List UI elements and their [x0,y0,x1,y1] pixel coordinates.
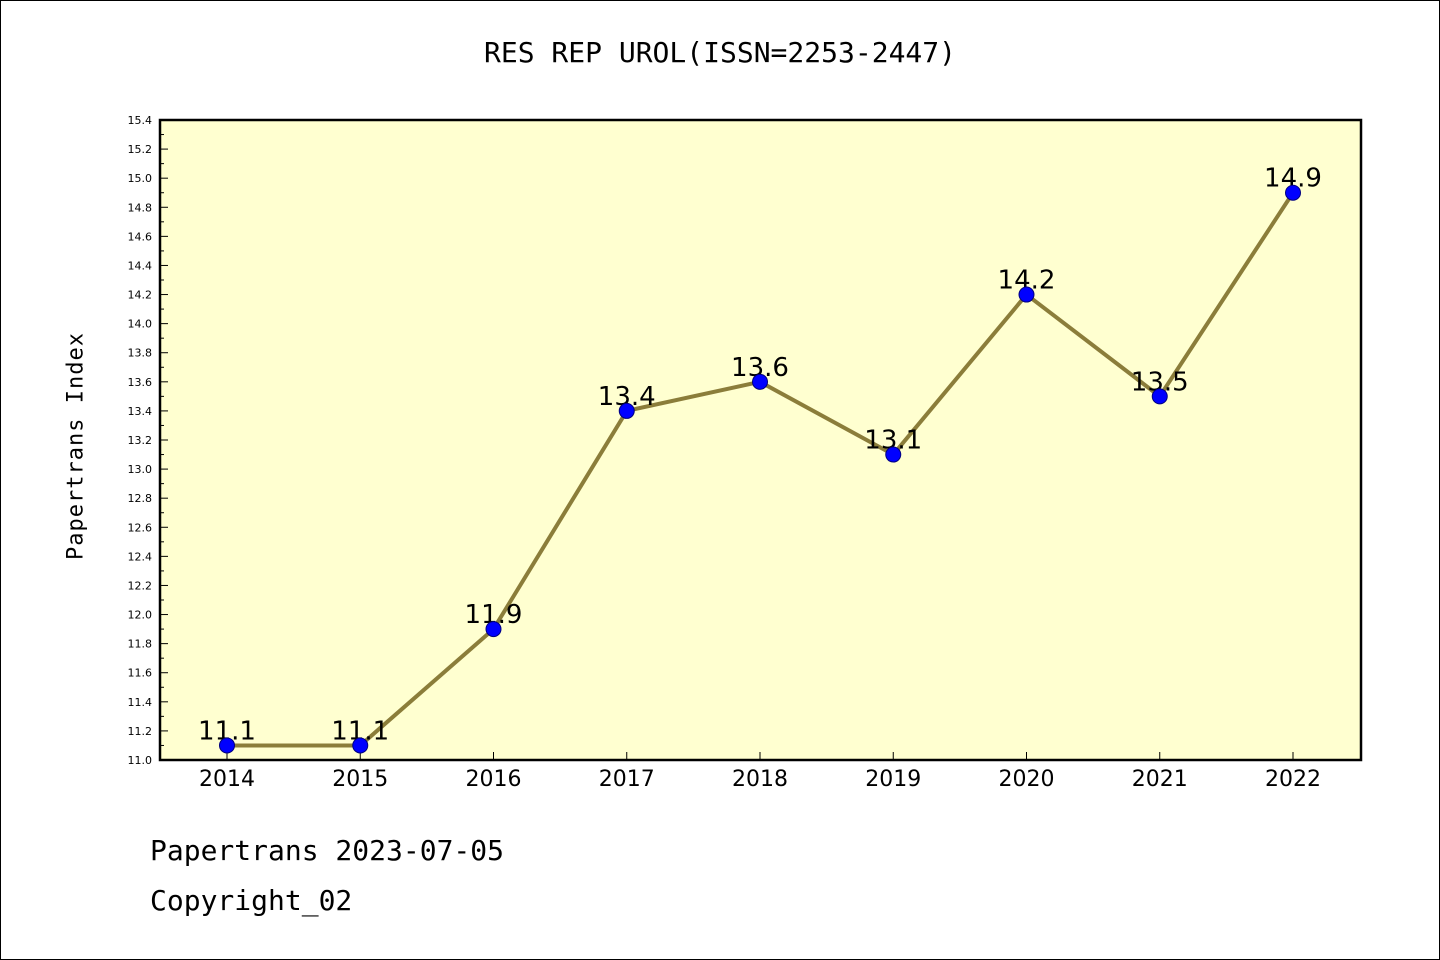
x-tick-label: 2014 [199,767,255,792]
y-tick-label: 12.6 [128,521,153,534]
chart-title: RES REP UROL(ISSN=2253-2447) [483,36,956,69]
data-point [885,446,902,463]
y-tick-label: 13.0 [128,463,153,476]
data-point [352,737,369,754]
data-point [219,737,235,754]
y-tick-label: 11.0 [128,754,153,767]
y-tick-label: 14.2 [128,289,153,302]
x-tick-label: 2015 [332,767,388,792]
y-tick-label: 14.6 [128,230,153,243]
y-tick-label: 15.2 [128,143,153,156]
x-tick-label: 2022 [1265,767,1321,792]
y-tick-label: 11.6 [128,667,153,680]
y-tick-label: 12.2 [128,579,153,592]
y-tick-label: 13.2 [128,434,153,447]
y-tick-label: 12.0 [128,609,153,622]
y-tick-label: 11.2 [128,725,153,738]
x-tick-label: 2018 [732,767,788,792]
x-tick-label: 2016 [466,767,522,792]
y-tick-label: 11.4 [128,696,153,709]
data-point [1018,286,1035,303]
footer-copyright: Copyright_02 [150,884,353,917]
plot-border [158,118,1363,762]
y-tick-label: 11.8 [128,638,153,651]
y-tick-label: 13.4 [128,405,153,418]
data-point [1285,184,1301,201]
data-point [618,402,635,419]
data-point [1151,388,1168,405]
y-tick-label: 14.0 [128,318,153,331]
x-tick-label: 2020 [999,767,1055,792]
x-tick-label: 2021 [1132,767,1188,792]
y-tick-label: 12.4 [128,550,153,563]
y-tick-label: 13.6 [128,376,153,389]
x-tick-label: 2019 [865,767,921,792]
y-tick-label: 15.4 [128,114,153,127]
y-tick-label: 14.8 [128,201,153,214]
footer-date: Papertrans 2023-07-05 [150,834,505,867]
data-point [752,373,768,390]
y-tick-label: 13.8 [128,347,153,360]
data-point [485,621,502,638]
y-tick-label: 12.8 [128,492,153,505]
y-tick-label: 15.0 [128,172,153,185]
x-tick-label: 2017 [599,767,655,792]
plot-area [160,120,1361,760]
y-tick-label: 14.4 [128,259,153,272]
